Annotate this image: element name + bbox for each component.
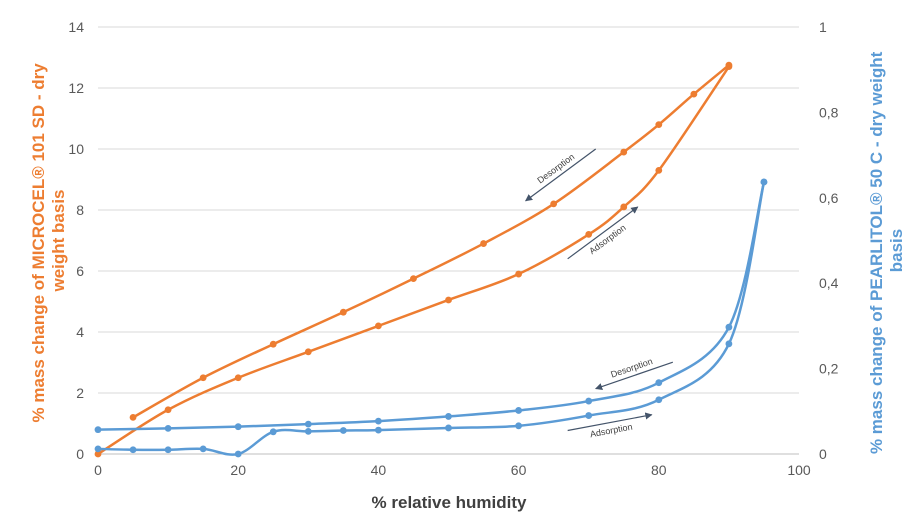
data-point bbox=[655, 379, 663, 387]
data-point bbox=[550, 200, 558, 208]
data-point bbox=[515, 270, 522, 278]
y-left-tick-label: 6 bbox=[76, 263, 84, 279]
y-left-tick-label: 0 bbox=[76, 446, 84, 462]
data-point bbox=[620, 148, 628, 156]
data-point bbox=[515, 422, 522, 430]
data-point bbox=[94, 450, 102, 458]
x-tick-label: 0 bbox=[94, 462, 102, 478]
data-point bbox=[445, 413, 452, 420]
y-right-tick-label: 0,4 bbox=[819, 275, 839, 291]
annotation-3: Adsorption bbox=[567, 412, 653, 440]
annotation-1: Adsorption bbox=[567, 206, 639, 260]
data-point bbox=[339, 308, 347, 316]
data-point bbox=[725, 340, 733, 348]
y-left-tick-label: 8 bbox=[76, 202, 84, 218]
data-point bbox=[199, 374, 207, 382]
data-point bbox=[725, 323, 733, 331]
series-line bbox=[97, 65, 730, 456]
data-point bbox=[164, 446, 172, 454]
data-point bbox=[234, 423, 242, 431]
annotation-label: Adsorption bbox=[589, 422, 633, 440]
y-right-tick-label: 0 bbox=[819, 446, 827, 462]
y-axis-right-label: % mass change of PEARLITOL® 50 C - dry w… bbox=[867, 47, 906, 454]
data-point bbox=[94, 445, 102, 453]
y-axis-right-label-line-2: basis bbox=[887, 229, 906, 272]
data-point bbox=[375, 426, 382, 434]
data-point bbox=[164, 424, 172, 432]
y-left-tick-label: 10 bbox=[68, 141, 84, 157]
x-tick-label: 80 bbox=[651, 462, 667, 478]
data-point bbox=[585, 412, 593, 419]
data-point bbox=[445, 296, 452, 304]
x-axis-label: % relative humidity bbox=[372, 493, 527, 512]
data-point bbox=[304, 348, 312, 356]
data-point bbox=[760, 178, 768, 186]
x-tick-label: 100 bbox=[787, 462, 811, 478]
data-point bbox=[234, 450, 242, 458]
y-left-tick-label: 2 bbox=[76, 385, 84, 401]
data-point bbox=[269, 340, 277, 348]
series-3 bbox=[94, 178, 768, 458]
data-point bbox=[199, 445, 207, 453]
annotation-arrow bbox=[525, 148, 597, 202]
data-point bbox=[94, 426, 102, 434]
y-axis-left-label-line-1: % mass change of MICROCEL® 101 SD - dry bbox=[29, 63, 48, 423]
tick-labels: 0 20 40 60 80 100 0 2 4 6 8 10 12 14 0 0,2 0,4 0,6 0,8 1 bbox=[68, 19, 838, 478]
data-point bbox=[375, 417, 382, 425]
data-point bbox=[445, 424, 452, 432]
data-point bbox=[234, 374, 242, 382]
x-tick-label: 20 bbox=[230, 462, 246, 478]
data-point bbox=[269, 428, 277, 436]
data-point bbox=[585, 397, 593, 405]
data-point bbox=[690, 90, 698, 98]
data-point bbox=[480, 240, 487, 247]
y-right-tick-label: 0,6 bbox=[819, 190, 839, 206]
y-axis-left-label: % mass change of MICROCEL® 101 SD - dry … bbox=[29, 59, 68, 423]
y-axis-left-label-line-2: weight basis bbox=[49, 189, 68, 292]
y-axis-right-label-line-1: % mass change of PEARLITOL® 50 C - dry w… bbox=[867, 51, 886, 454]
data-point bbox=[655, 396, 663, 404]
y-left-tick-label: 4 bbox=[76, 324, 84, 340]
data-point bbox=[725, 63, 733, 71]
data-point bbox=[585, 231, 593, 238]
data-point bbox=[375, 322, 382, 330]
x-tick-label: 40 bbox=[371, 462, 387, 478]
y-right-tick-label: 0,8 bbox=[819, 104, 839, 120]
annotation-arrow bbox=[595, 361, 674, 390]
series bbox=[94, 61, 768, 458]
data-point bbox=[410, 275, 417, 283]
series-line bbox=[97, 181, 766, 456]
series-0 bbox=[129, 61, 733, 421]
data-point bbox=[164, 406, 172, 414]
data-point bbox=[304, 427, 312, 435]
series-line bbox=[97, 181, 766, 431]
y-left-tick-label: 12 bbox=[68, 80, 84, 96]
series-1 bbox=[94, 63, 733, 458]
data-point bbox=[304, 420, 312, 428]
annotation-arrow bbox=[567, 206, 639, 260]
y-right-tick-label: 0,2 bbox=[819, 361, 839, 377]
data-point bbox=[339, 427, 347, 434]
data-point bbox=[655, 166, 663, 174]
annotation-0: Desorption bbox=[525, 148, 597, 202]
data-point bbox=[129, 446, 137, 454]
y-right-tick-label: 1 bbox=[819, 19, 827, 35]
annotation-arrow bbox=[567, 412, 653, 432]
data-point bbox=[655, 121, 663, 128]
y-left-tick-label: 14 bbox=[68, 19, 84, 35]
data-point bbox=[129, 414, 137, 421]
gridlines bbox=[98, 26, 799, 394]
data-point bbox=[620, 203, 628, 211]
data-point bbox=[515, 407, 522, 414]
x-tick-label: 60 bbox=[511, 462, 527, 478]
